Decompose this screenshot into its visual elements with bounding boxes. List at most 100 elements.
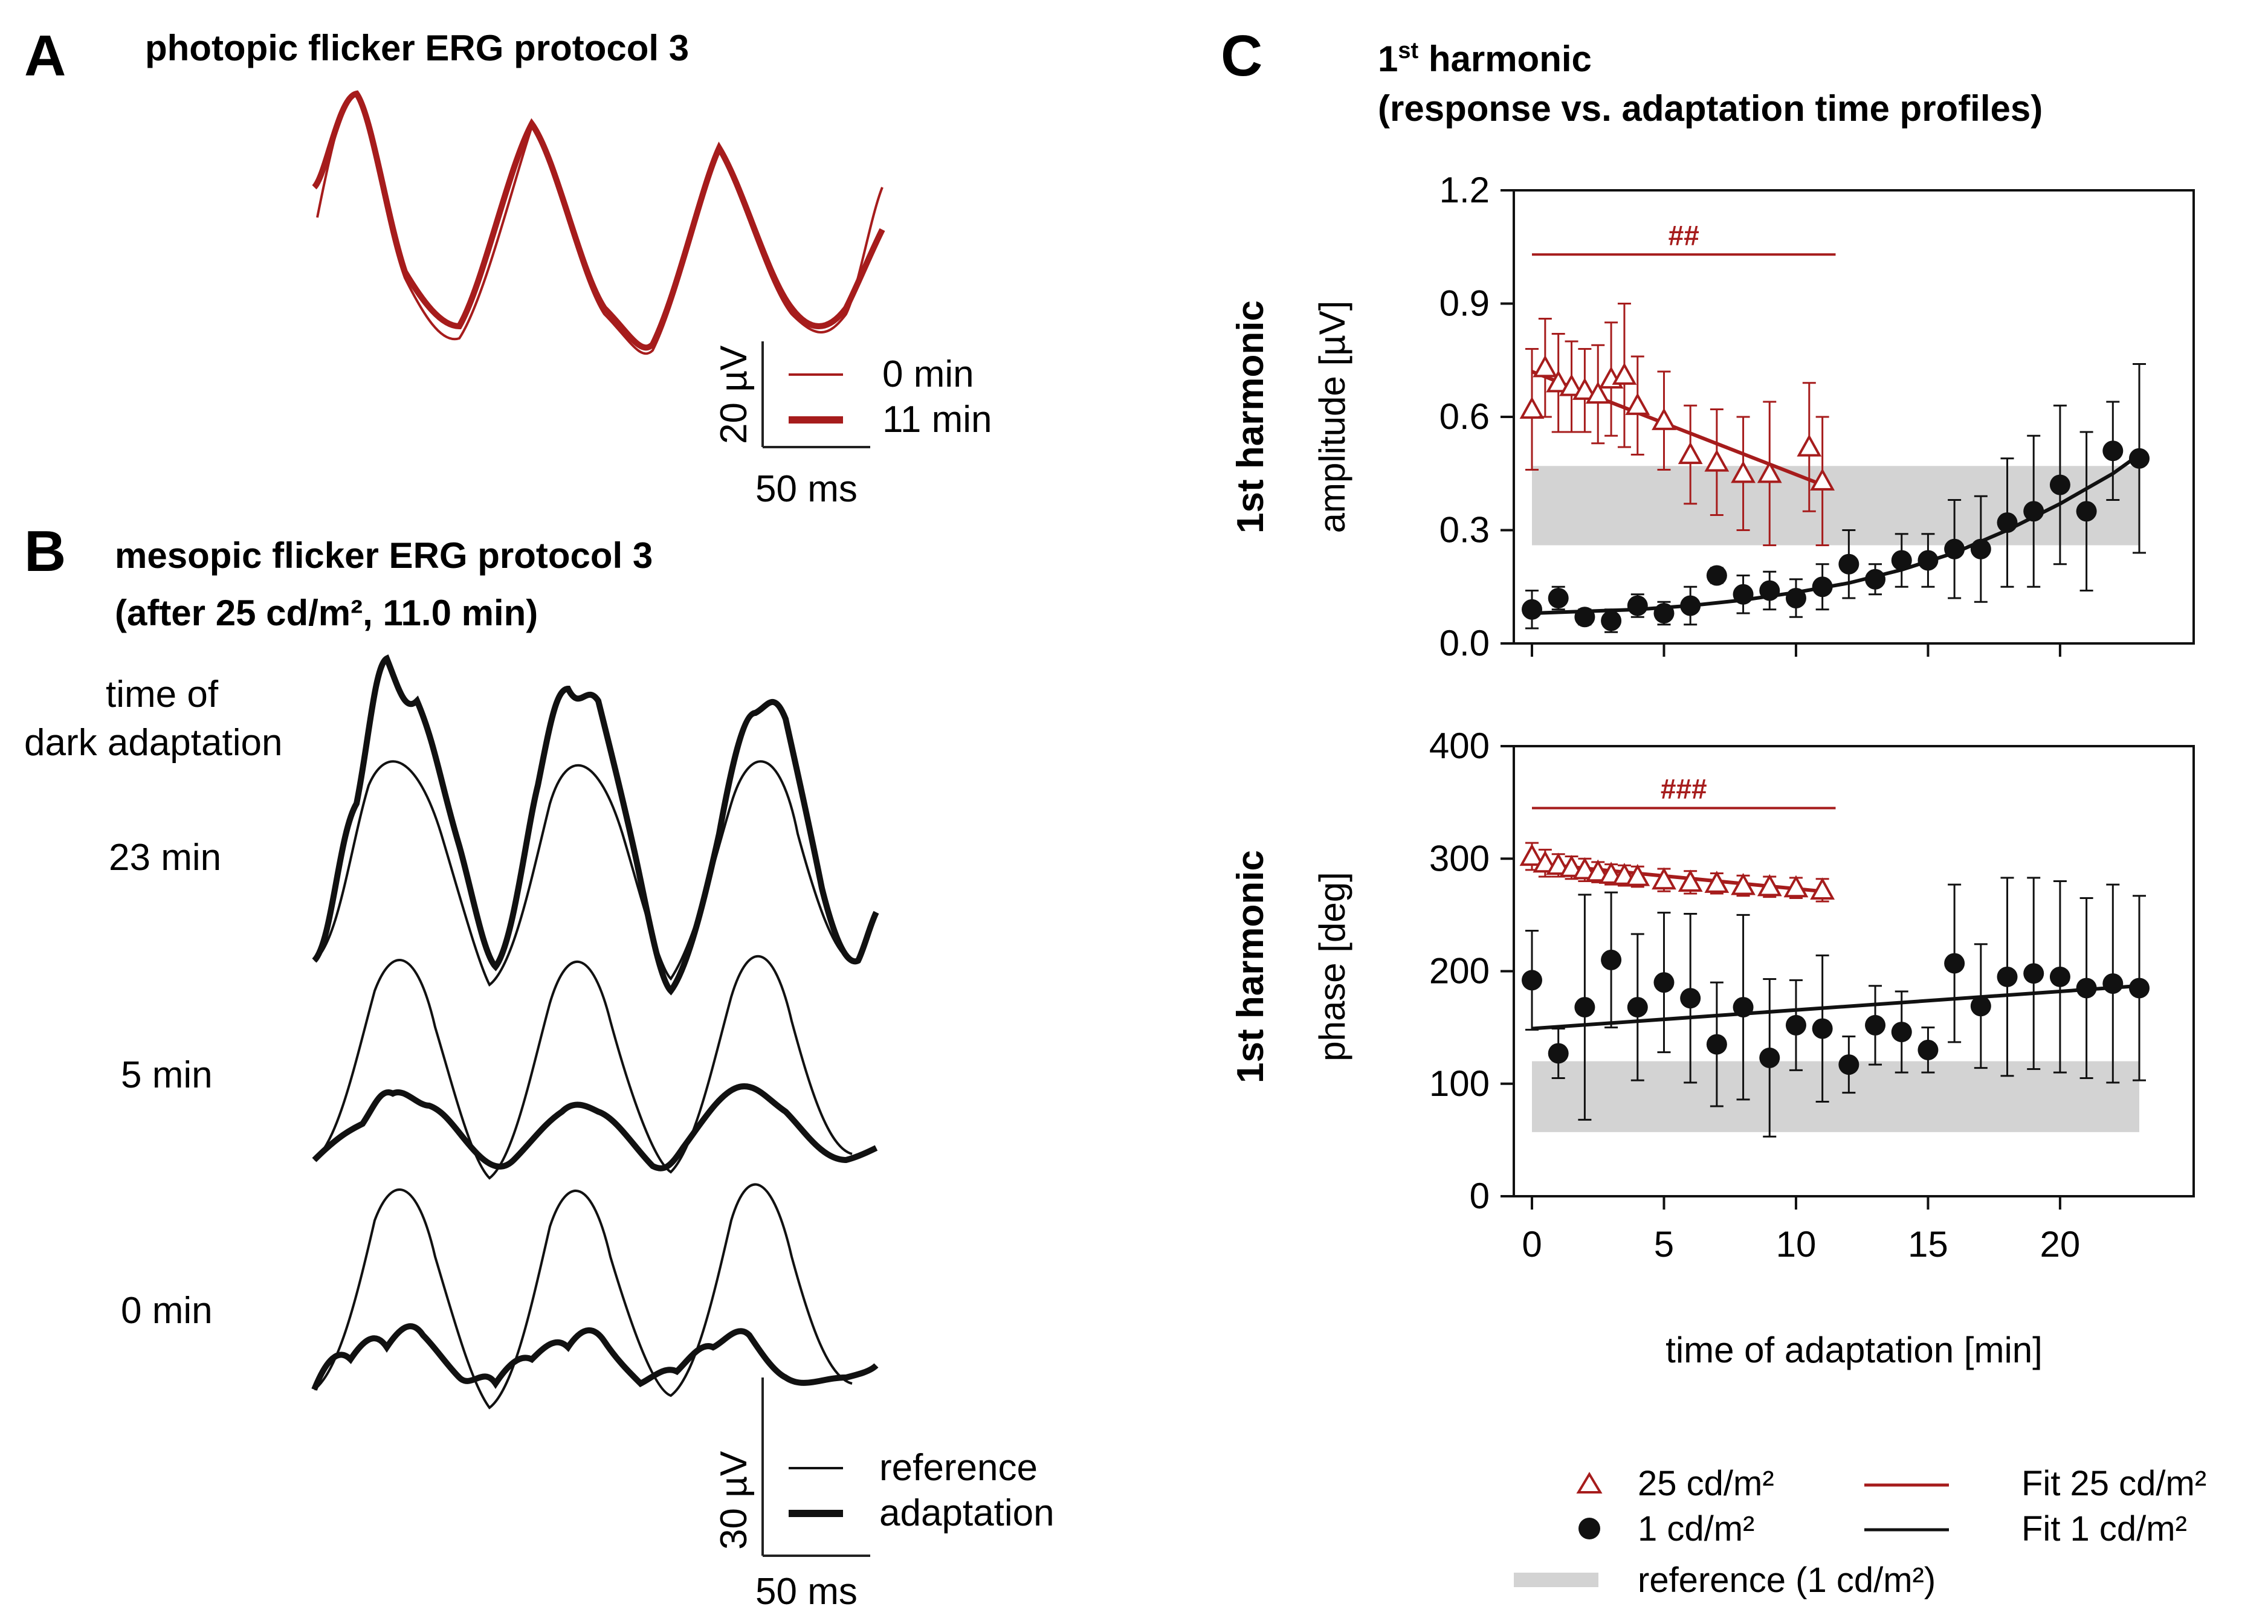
- phase-points: [1519, 842, 2150, 1138]
- point-25cd: [1678, 869, 1703, 892]
- point-1cd: [1917, 1039, 1939, 1060]
- panel-b-scalebar: 30 µV 50 ms: [713, 1378, 870, 1613]
- panel-c-legend: 25 cd/m² Fit 25 cd/m² 1 cd/m² Fit 1 cd/m…: [1514, 1464, 2206, 1600]
- amplitude-ylabel-bold: 1st harmonic: [1230, 300, 1271, 533]
- point-25cd: [1625, 393, 1650, 415]
- phase-ylabel: phase [deg]: [1312, 872, 1352, 1062]
- point-1cd: [1653, 603, 1675, 624]
- legend-adaptation: adaptation: [879, 1492, 1055, 1534]
- point-1cd: [1759, 1047, 1780, 1068]
- point-1cd: [1627, 997, 1648, 1018]
- panel-c-title-line2: (response vs. adaptation time profiles): [1378, 88, 2043, 129]
- point-1cd: [2023, 963, 2044, 984]
- point-1cd: [2102, 440, 2124, 462]
- x-tick-label: 15: [1908, 1224, 1948, 1265]
- legend-black-label: 1 cd/m²: [1638, 1509, 1754, 1548]
- row-label-0min: 0 min: [121, 1290, 213, 1332]
- point-1cd: [1785, 588, 1806, 608]
- amplitude-ylabel: amplitude [µV]: [1312, 301, 1352, 533]
- point-1cd: [1706, 565, 1727, 586]
- point-25cd: [1612, 362, 1637, 385]
- x-tick-label: 5: [1654, 1224, 1674, 1265]
- point-1cd: [1944, 953, 1965, 974]
- panel-c-letter: C: [1221, 24, 1262, 88]
- point-25cd: [1533, 355, 1558, 378]
- trace-a-11min: [312, 90, 885, 351]
- point-1cd: [1601, 949, 1622, 970]
- panel-a-scalebar: 20 µV 50 ms: [713, 341, 870, 510]
- phase-fits: [1531, 861, 2140, 1031]
- amplitude-plot-frame: [1513, 189, 2195, 645]
- reference-band: [1532, 466, 2139, 546]
- trace-b-0-reference: [313, 1183, 853, 1410]
- point-25cd: [1783, 875, 1809, 898]
- y-tick-label: 0.9: [1439, 283, 1490, 324]
- point-1cd: [1627, 595, 1648, 616]
- amplitude-panel: 1st harmonic amplitude [µV] 0.0 0.3 0.6 0.9…: [1230, 170, 2195, 663]
- point-25cd: [1678, 442, 1703, 465]
- point-1cd: [1838, 1054, 1859, 1075]
- point-1cd: [1601, 610, 1622, 631]
- panel-b-scale-x: 50 ms: [755, 1571, 858, 1613]
- point-25cd: [1757, 874, 1782, 897]
- panel-b-letter: B: [24, 519, 66, 584]
- point-1cd: [1812, 576, 1833, 598]
- legend-black-circle-marker: [1578, 1518, 1600, 1539]
- point-25cd: [1797, 434, 1822, 457]
- point-25cd: [1546, 852, 1571, 875]
- point-25cd: [1559, 373, 1584, 396]
- row-label-23min: 23 min: [109, 837, 221, 878]
- significance-label: ###: [1661, 773, 1707, 804]
- point-1cd: [1970, 996, 1991, 1017]
- panel-b: B mesopic flicker ERG protocol 3 (after …: [24, 519, 1055, 1613]
- point-1cd: [1838, 553, 1859, 575]
- point-1cd: [1812, 1018, 1833, 1039]
- point-1cd: [2129, 978, 2150, 999]
- point-1cd: [1970, 538, 1991, 559]
- point-1cd: [1917, 550, 1939, 571]
- point-25cd: [1572, 857, 1597, 880]
- point-25cd: [1519, 396, 1545, 419]
- point-1cd: [1944, 538, 1965, 559]
- x-tick-label: 20: [2040, 1224, 2081, 1265]
- point-25cd: [1625, 863, 1650, 886]
- legend-red-fit-label: Fit 25 cd/m²: [2021, 1464, 2206, 1503]
- phase-significance: ###: [1532, 773, 1836, 810]
- reference-band: [1532, 1061, 2139, 1132]
- panel-a: A photopic flicker ERG protocol 3 20 µV …: [24, 24, 992, 510]
- legend-red-triangle-marker: [1576, 1472, 1603, 1494]
- point-1cd: [2129, 448, 2150, 469]
- point-25cd: [1533, 850, 1558, 873]
- panel-b-scale-y: 30 µV: [713, 1451, 755, 1550]
- panel-c-title-sup: st: [1398, 38, 1418, 63]
- panel-c-title-main: 1: [1378, 39, 1398, 79]
- panel-a-traces: [312, 90, 885, 355]
- y-tick-label: 0.3: [1439, 510, 1490, 550]
- legend-red-label: 25 cd/m²: [1638, 1464, 1774, 1503]
- legend-black-fit-label: Fit 1 cd/m²: [2021, 1509, 2187, 1548]
- y-tick-label: 0.0: [1439, 623, 1490, 663]
- x-tick-label: 10: [1776, 1224, 1817, 1265]
- point-1cd: [1865, 569, 1886, 590]
- trace-b-23-reference: [313, 760, 853, 987]
- point-1cd: [1548, 588, 1569, 608]
- point-25cd: [1652, 408, 1676, 430]
- point-25cd: [1519, 843, 1545, 866]
- panel-c-title-rest: harmonic: [1418, 39, 1592, 79]
- point-1cd: [1574, 997, 1595, 1018]
- trace-b-23-adaptation: [312, 654, 879, 996]
- amplitude-y-ticks: 0.0 0.3 0.6 0.9 1.2: [1439, 170, 1514, 663]
- trace-b-0-adaptation: [311, 1323, 879, 1391]
- point-1cd: [1522, 599, 1542, 620]
- panel-a-scale-x: 50 ms: [755, 468, 858, 510]
- point-1cd: [1759, 580, 1780, 601]
- point-25cd: [1731, 872, 1756, 895]
- legend-0min: 0 min: [882, 353, 974, 395]
- y-tick-label: 1.2: [1439, 170, 1490, 210]
- panel-b-title-line1: mesopic flicker ERG protocol 3: [115, 535, 653, 576]
- point-25cd: [1652, 867, 1676, 890]
- point-1cd: [1548, 1043, 1569, 1064]
- point-1cd: [2023, 501, 2044, 522]
- panel-a-scale-y: 20 µV: [713, 345, 755, 444]
- panel-b-legend: reference adaptation: [789, 1447, 1055, 1534]
